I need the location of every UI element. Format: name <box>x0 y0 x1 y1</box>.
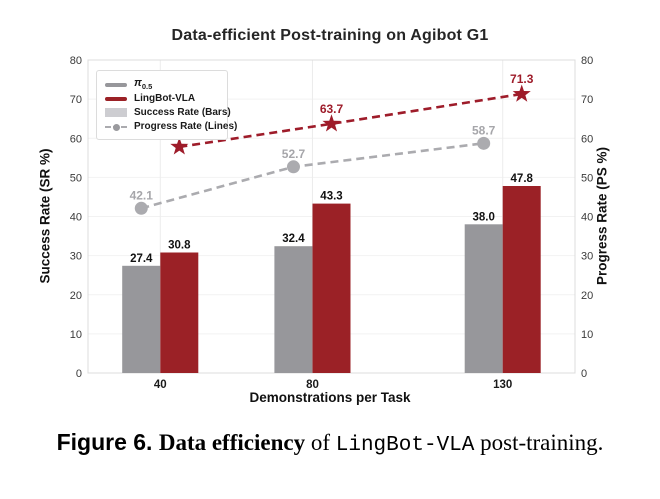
chart-title: Data-efficient Post-training on Agibot G… <box>171 27 489 44</box>
y-tick-label-right: 60 <box>581 133 593 145</box>
figure-caption: Figure 6. Data efficiency of LingBot-VLA… <box>0 429 660 457</box>
circle-marker <box>286 160 300 174</box>
y-tick-label-left: 70 <box>70 94 82 106</box>
y-tick-label-right: 80 <box>581 55 593 67</box>
bar-value-label: 43.3 <box>320 191 342 203</box>
legend-label-progress-rate: Progress Rate (Lines) <box>134 120 238 132</box>
bar-value-label: 38.0 <box>472 211 494 223</box>
caption-tail-text: post-training. <box>474 430 604 455</box>
y-tick-label-right: 20 <box>581 290 593 302</box>
legend-swatch-dashed-line-icon <box>105 123 127 131</box>
circle-marker <box>134 201 148 215</box>
legend-label-lingbot-vla: LingBot-VLA <box>134 92 196 104</box>
line-value-label: 42.1 <box>130 188 154 202</box>
caption-code-text: LingBot-VLA <box>335 434 475 457</box>
x-tick-label: 80 <box>306 379 319 391</box>
bar-value-label: 27.4 <box>130 253 153 265</box>
legend-label-success-rate: Success Rate (Bars) <box>134 106 231 118</box>
bar-value-label: 47.8 <box>511 173 534 185</box>
y-tick-label-left: 50 <box>70 172 82 184</box>
y-axis-label-left: Success Rate (SR %) <box>37 148 53 284</box>
y-tick-label-left: 80 <box>70 55 82 67</box>
y-tick-label-right: 0 <box>581 368 587 380</box>
star-marker <box>512 84 531 102</box>
caption-figure-label: Figure 6. <box>56 429 153 455</box>
line-value-label: 52.7 <box>282 147 306 161</box>
caption-mid-text: of <box>305 430 336 455</box>
legend-item-progress-rate: Progress Rate (Lines) <box>105 120 237 133</box>
bar-value-label: 30.8 <box>168 239 191 251</box>
legend-label-pi05: π0.5 <box>134 77 153 92</box>
bar-LingBot-VLA <box>160 252 199 373</box>
y-tick-label-left: 30 <box>70 251 82 263</box>
y-tick-label-left: 40 <box>70 212 82 224</box>
bar-pi-0.5 <box>122 265 161 373</box>
y-tick-label-left: 10 <box>70 329 82 341</box>
caption-bold-text: Data efficiency <box>158 430 306 455</box>
y-tick-label-right: 50 <box>581 172 593 184</box>
legend-swatch-red-line-icon <box>105 96 127 101</box>
legend-item-success-rate: Success Rate (Bars) <box>105 106 231 119</box>
bar-pi-0.5 <box>464 224 503 373</box>
bar-pi-0.5 <box>274 246 313 373</box>
line-value-label: 63.7 <box>320 102 344 116</box>
y-tick-label-right: 70 <box>581 94 593 106</box>
circle-marker <box>477 136 491 150</box>
y-axis-label-right: Progress Rate (PS %) <box>594 146 610 286</box>
legend-swatch-bar-patch-icon <box>105 108 127 117</box>
y-tick-label-right: 10 <box>581 329 593 341</box>
bar-LingBot-VLA <box>502 186 541 373</box>
y-tick-label-left: 0 <box>76 368 82 380</box>
x-tick-label: 130 <box>493 379 512 391</box>
plot-svg: 27.432.438.030.843.347.842.152.758.757.8… <box>70 55 594 391</box>
line-value-label: 58.7 <box>472 123 496 137</box>
star-marker <box>170 137 189 155</box>
bar-LingBot-VLA <box>312 203 351 373</box>
y-tick-label-right: 40 <box>581 212 593 224</box>
line-value-label: 71.3 <box>510 72 534 86</box>
legend-item-pi05: π0.5 <box>105 78 219 91</box>
x-axis-label: Demonstrations per Task <box>249 390 411 405</box>
y-tick-label-right: 30 <box>581 251 593 263</box>
star-marker <box>322 114 341 132</box>
legend-item-lingbot-vla: LingBot-VLA <box>105 92 219 105</box>
y-tick-label-left: 60 <box>70 133 82 145</box>
x-tick-label: 40 <box>154 379 167 391</box>
bar-value-label: 32.4 <box>282 233 305 245</box>
y-tick-label-left: 20 <box>70 290 82 302</box>
legend-swatch-gray-line-icon <box>105 82 127 87</box>
legend: π0.5 LingBot-VLA Success Rate (Bars) Pro… <box>96 70 237 140</box>
